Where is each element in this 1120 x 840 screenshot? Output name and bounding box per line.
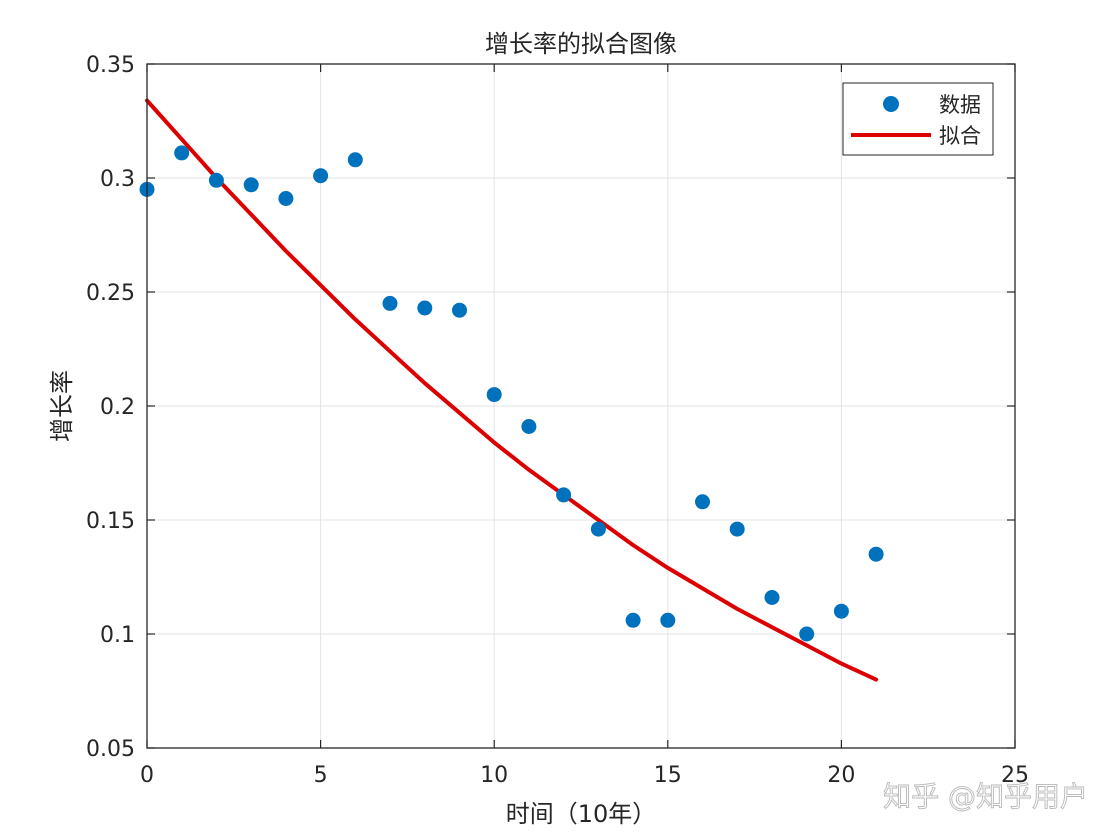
y-tick-label: 0.1 [100,623,135,648]
data-point [764,590,780,605]
x-axis-label: 时间（10年） [506,800,657,828]
y-tick-label: 0.15 [86,509,135,534]
legend-marker-data [883,96,899,112]
data-series [139,145,884,642]
data-point [278,191,294,206]
ticks: 0 5 10 15 20 25 0.05 0.1 0.15 0.2 0.25 0.3 0.35 [86,53,1029,788]
data-point [521,419,537,434]
watermark: 知乎 @知乎用户 [883,780,1088,813]
y-tick-label: 0.05 [86,737,135,762]
y-axis-label: 增长率 [48,370,76,442]
data-point [729,521,745,537]
x-tick-label: 0 [140,763,154,788]
data-point [799,626,815,642]
fit-line [145,98,879,682]
x-tick-label: 10 [480,763,508,788]
data-point [347,152,363,168]
data-point [313,168,329,184]
x-tick-label: 5 [314,763,328,788]
data-point [625,612,641,628]
chart-title: 增长率的拟合图像 [485,30,677,58]
data-point [868,546,884,562]
data-point [556,487,572,503]
plot-area: 0 5 10 15 20 25 0.05 0.1 0.15 0.2 0.25 0.3 0.35 [86,53,1029,788]
data-point [486,387,502,403]
y-tick-label: 0.25 [86,281,135,306]
data-point [660,612,676,628]
x-tick-label: 20 [827,763,855,788]
data-point [382,295,398,311]
data-point [174,145,190,161]
data-point [417,300,433,316]
data-point [208,172,224,188]
x-tick-label: 25 [1001,763,1029,788]
y-tick-label: 0.35 [86,53,135,78]
x-tick-label: 15 [654,763,682,788]
data-point [833,603,849,619]
legend: 数据 拟合 [842,82,994,156]
fit-series [145,98,879,682]
legend-box [842,82,994,156]
legend-label-data: 数据 [939,93,981,117]
grid [147,64,1015,748]
y-tick-label: 0.2 [100,395,135,420]
legend-label-fit: 拟合 [939,124,981,148]
data-point [695,494,710,510]
data-point [452,302,467,318]
data-point [590,521,606,537]
y-tick-label: 0.3 [100,167,135,192]
data-point [243,177,259,193]
